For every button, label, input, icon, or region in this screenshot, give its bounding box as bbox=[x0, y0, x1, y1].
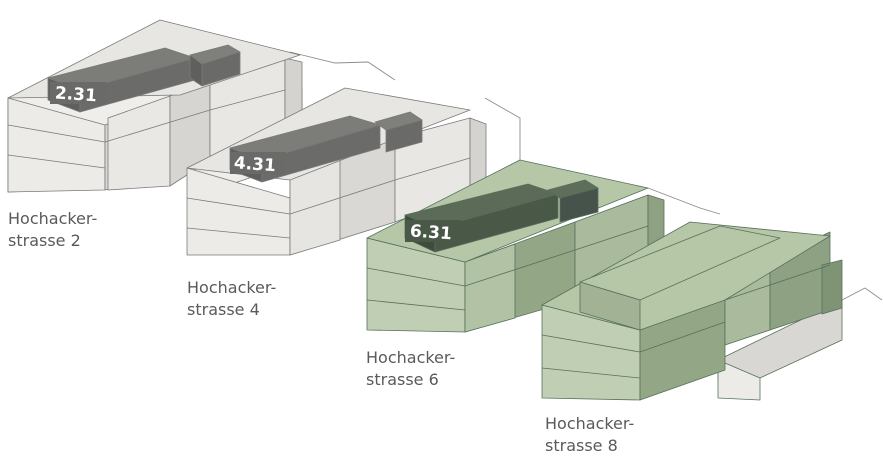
caption-line-1: Hochacker- bbox=[187, 278, 277, 297]
caption-line-1: Hochacker- bbox=[545, 414, 635, 433]
unit-tag-4: 4.31 bbox=[233, 153, 276, 176]
unit-tag-box-6 bbox=[405, 220, 461, 242]
caption-line-1: Hochacker- bbox=[366, 348, 456, 367]
unit-tag-6: 6.31 bbox=[409, 221, 452, 244]
caption-hochackerstrasse-6: Hochacker- strasse 6 bbox=[366, 347, 455, 391]
unit-tag-box-2 bbox=[50, 82, 106, 104]
unit-tag-2: 2.31 bbox=[54, 83, 97, 106]
caption-hochackerstrasse-4: Hochacker- strasse 4 bbox=[187, 277, 276, 321]
caption-line-2: strasse 2 bbox=[8, 231, 81, 250]
caption-hochackerstrasse-2: Hochacker- strasse 2 bbox=[8, 208, 97, 252]
caption-line-2: strasse 4 bbox=[187, 300, 260, 319]
caption-line-1: Hochacker- bbox=[8, 209, 98, 228]
building-hochackerstrasse-8 bbox=[541, 221, 843, 401]
caption-hochackerstrasse-8: Hochacker- strasse 8 bbox=[545, 413, 634, 457]
caption-line-2: strasse 6 bbox=[366, 370, 439, 389]
building-hochackerstrasse-4: 4.31 bbox=[186, 87, 487, 256]
caption-line-2: strasse 8 bbox=[545, 436, 618, 455]
unit-tag-box-4 bbox=[230, 152, 286, 174]
